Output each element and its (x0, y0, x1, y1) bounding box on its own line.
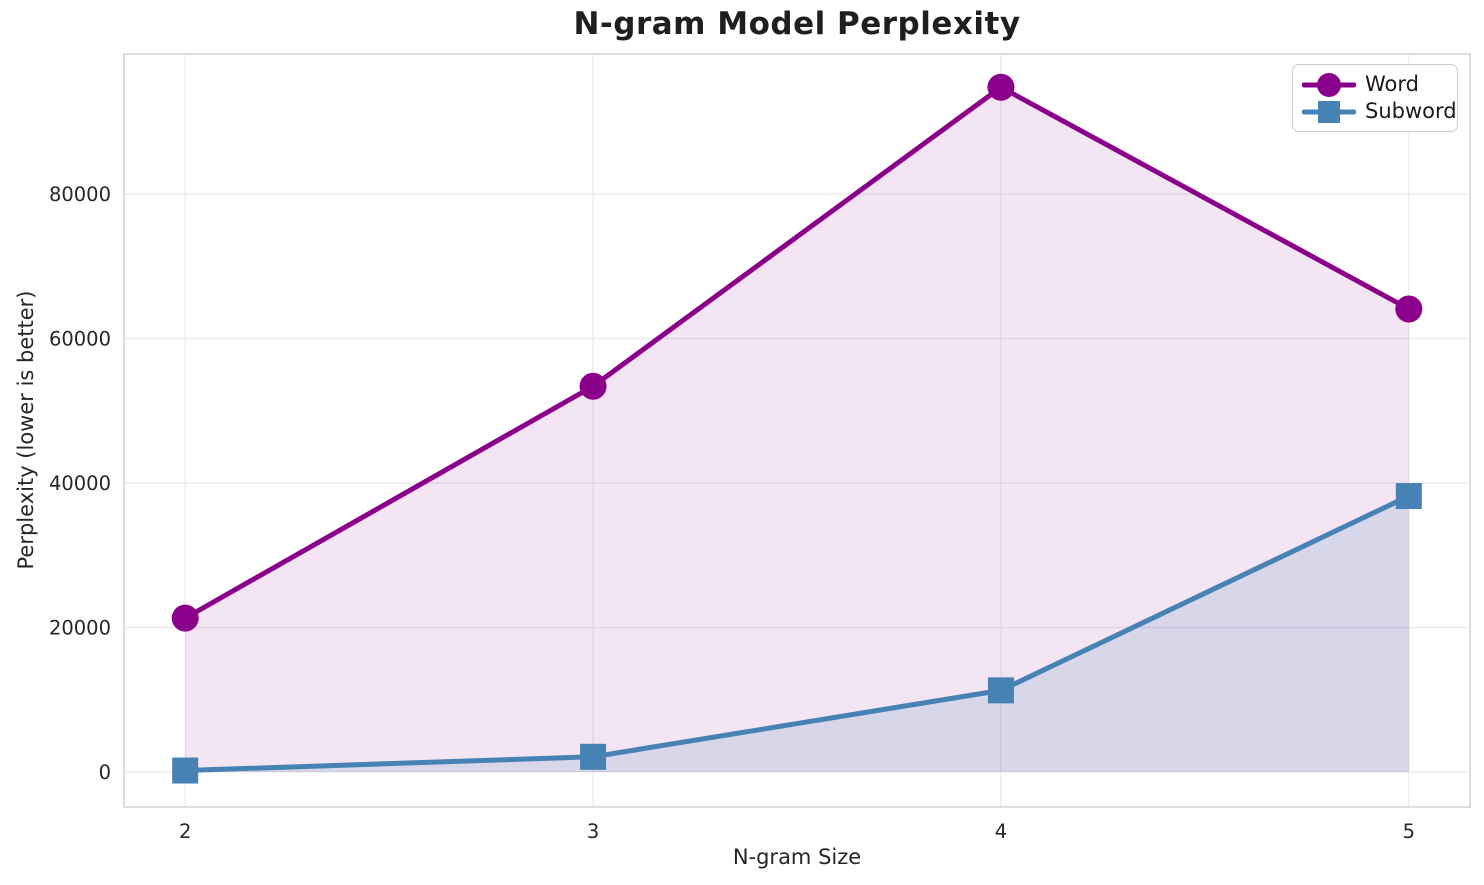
x-tick-label: 5 (1403, 820, 1415, 843)
subword-sample-square-marker (1318, 100, 1340, 123)
word-area-fill (185, 87, 1409, 772)
legend: Word Subword (1292, 64, 1458, 132)
y-tick-label: 40000 (49, 472, 111, 495)
y-axis-label: Perplexity (lower is better) (14, 290, 38, 570)
plot-border (123, 53, 1471, 808)
x-axis-label: N-gram Size (732, 845, 862, 869)
legend-label-word: Word (1365, 72, 1419, 96)
y-tick-label: 60000 (49, 328, 111, 351)
x-tick-label: 3 (587, 820, 599, 843)
x-tick-label: 2 (179, 820, 191, 843)
subword-data-point (172, 757, 199, 784)
word-data-point (171, 604, 199, 632)
subword-data-point (1395, 483, 1422, 510)
y-tick-label: 80000 (49, 183, 111, 206)
word-sample-circle-marker (1317, 72, 1341, 97)
subword-line (182, 493, 1412, 774)
subword-data-point (987, 677, 1014, 704)
subword-series-sample-icon (1302, 100, 1356, 123)
word-data-point (987, 73, 1015, 101)
legend-label-subword: Subword (1365, 99, 1457, 123)
chart-title: N-gram Model Perplexity (573, 6, 1021, 42)
word-data-point (1395, 295, 1423, 323)
y-tick-label: 0 (99, 761, 111, 784)
word-series-sample-icon (1302, 72, 1356, 97)
x-tick-label: 4 (995, 820, 1007, 843)
legend-item-word: Word (1302, 72, 1447, 97)
word-line (182, 84, 1412, 621)
word-data-point (579, 372, 607, 400)
legend-item-subword: Subword (1302, 99, 1457, 124)
subword-data-point (580, 743, 607, 770)
y-tick-label: 20000 (49, 617, 111, 640)
subword-area-fill (185, 496, 1409, 772)
